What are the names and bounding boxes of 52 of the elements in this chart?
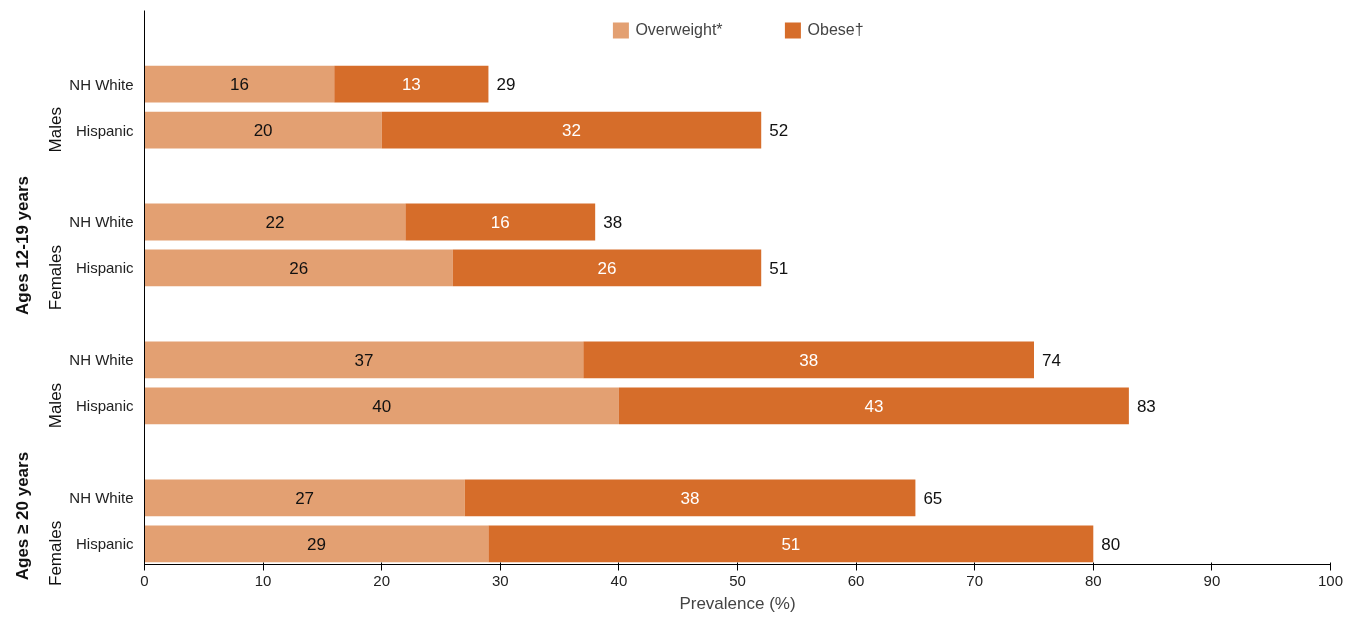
x-tick-label: 30 bbox=[491, 571, 509, 589]
y-tick-label: NH White bbox=[69, 351, 134, 369]
y-tick-label: NH White bbox=[69, 75, 134, 93]
x-tick-label: 50 bbox=[729, 571, 746, 589]
data-label: 43 bbox=[864, 396, 884, 416]
total-label: 74 bbox=[1042, 350, 1061, 370]
text: Females bbox=[46, 244, 65, 311]
data-label: 37 bbox=[354, 350, 374, 370]
total-label: 83 bbox=[1136, 396, 1156, 416]
data-label: 51 bbox=[781, 534, 801, 554]
y-tick-label: Hispanic bbox=[75, 259, 134, 277]
x-tick-label: 90 bbox=[1203, 571, 1221, 589]
legend-label: Obese† bbox=[807, 21, 864, 39]
y-tick-label: Hispanic bbox=[75, 121, 134, 139]
text: Males bbox=[46, 107, 65, 153]
data-label: 16 bbox=[229, 75, 249, 95]
y-tick-label: Hispanic bbox=[75, 397, 134, 415]
total-label: 80 bbox=[1101, 534, 1121, 554]
total-label: 52 bbox=[769, 121, 789, 141]
data-label: 27 bbox=[295, 488, 315, 508]
total-label: 65 bbox=[923, 488, 943, 508]
y-tick-label: Hispanic bbox=[75, 535, 134, 553]
data-label: 13 bbox=[401, 75, 421, 95]
total-label: 29 bbox=[496, 75, 516, 95]
legend-label: Overweight* bbox=[635, 21, 723, 39]
data-label: 32 bbox=[562, 121, 581, 141]
text: Ages ≥ 20 years bbox=[13, 451, 32, 581]
data-label: 29 bbox=[307, 534, 326, 554]
text: Males bbox=[46, 382, 65, 429]
x-tick-label: 70 bbox=[966, 571, 984, 589]
data-label: 22 bbox=[265, 212, 285, 232]
total-label: 51 bbox=[769, 258, 789, 278]
x-tick-label: 80 bbox=[1084, 571, 1102, 589]
x-tick-label: 10 bbox=[254, 571, 272, 589]
data-label: 38 bbox=[680, 488, 700, 508]
data-label: 26 bbox=[597, 258, 617, 278]
y-tick-label: NH White bbox=[69, 489, 134, 507]
x-axis-title: Prevalence (%) bbox=[679, 593, 796, 613]
data-label: 40 bbox=[372, 396, 392, 416]
total-label: 38 bbox=[603, 212, 623, 232]
text: Females bbox=[46, 520, 65, 587]
x-tick-label: 40 bbox=[610, 571, 628, 589]
data-label: 38 bbox=[799, 350, 819, 370]
data-label: 20 bbox=[253, 121, 273, 141]
x-tick-label: 20 bbox=[373, 571, 391, 589]
data-label: 16 bbox=[490, 212, 510, 232]
text: Ages 12-19 years bbox=[13, 176, 32, 315]
y-tick-label: NH White bbox=[69, 213, 134, 231]
x-tick-label: 100 bbox=[1317, 571, 1344, 589]
data-label: 26 bbox=[289, 258, 309, 278]
x-tick-label: 0 bbox=[140, 571, 149, 589]
x-tick-label: 60 bbox=[847, 571, 865, 589]
